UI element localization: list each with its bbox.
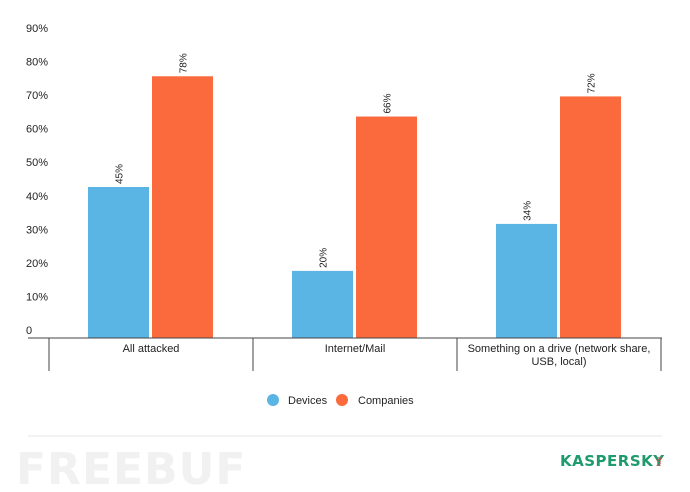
- legend-label-companies: Companies: [358, 395, 414, 407]
- legend-swatch-devices: [267, 394, 279, 406]
- data-label-devices-2: 34%: [523, 201, 534, 221]
- data-label-companies-1: 66%: [383, 93, 394, 113]
- bar-devices-1: [292, 270, 353, 338]
- freebuf-watermark: FREEBUF: [16, 444, 246, 492]
- bar-companies-1: [356, 116, 417, 339]
- data-label-devices-0: 45%: [115, 164, 126, 184]
- y-tick-label: 20%: [26, 258, 48, 270]
- legend-swatch-companies: [336, 394, 348, 406]
- legend: Devices Companies: [267, 394, 414, 407]
- bars: 45% 78% 20% 66% 34% 72%: [88, 53, 621, 339]
- data-label-devices-1: 20%: [319, 248, 330, 268]
- y-tick-label: 50%: [26, 157, 48, 169]
- y-tick-label: 70%: [26, 90, 48, 102]
- data-label-companies-2: 72%: [587, 73, 598, 93]
- y-tick-label: 60%: [26, 124, 48, 136]
- x-category-label: All attacked: [123, 343, 180, 355]
- kaspersky-logo: KASPERSKY lab: [560, 452, 665, 470]
- kaspersky-logo-text: KASPERSKY: [560, 452, 665, 470]
- bar-devices-0: [88, 187, 149, 338]
- y-tick-label: 30%: [26, 224, 48, 236]
- bar-devices-2: [496, 223, 557, 338]
- bar-companies-0: [152, 76, 213, 339]
- y-tick-label: 80%: [26, 57, 48, 69]
- y-tick-label: 90%: [26, 23, 48, 35]
- x-category-label: USB, local): [531, 356, 586, 368]
- data-label-companies-0: 78%: [179, 53, 190, 73]
- x-axis: All attacked Internet/Mail Something on a …: [28, 337, 662, 371]
- y-tick-label: 0: [26, 325, 32, 337]
- y-tick-label: 10%: [26, 291, 48, 303]
- kaspersky-logo-sub: lab: [656, 457, 663, 466]
- x-category-label: Something on a drive (network share,: [468, 343, 651, 355]
- x-category-label: Internet/Mail: [325, 343, 386, 355]
- legend-label-devices: Devices: [288, 395, 328, 407]
- bar-companies-2: [560, 96, 621, 339]
- y-axis: 0 10% 20% 30% 40% 50% 60% 70% 80% 90%: [26, 23, 48, 337]
- y-tick-label: 40%: [26, 191, 48, 203]
